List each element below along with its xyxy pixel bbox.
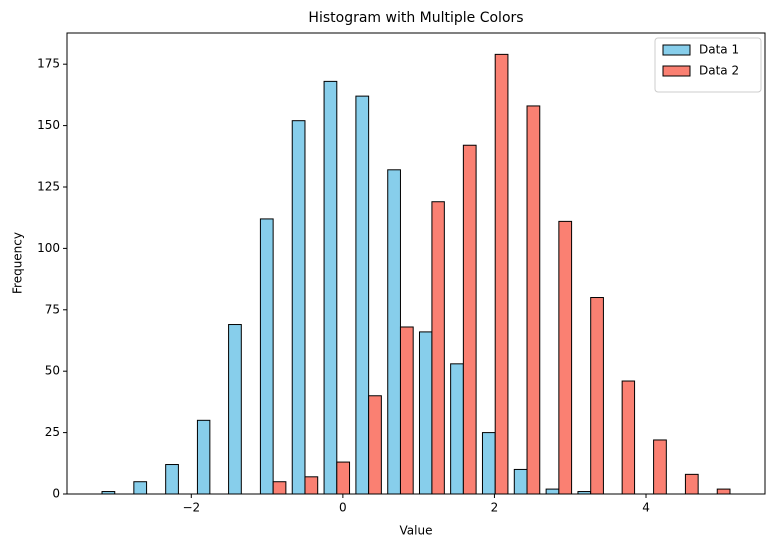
bar [272,481,287,495]
legend-label: Data 1 [699,43,739,57]
y-axis-label: Frequency [11,232,25,294]
y-tick-label: 50 [45,364,60,378]
bar [526,105,541,495]
bar [196,419,211,495]
bar [418,331,433,495]
plot-frame [66,32,766,495]
bar [653,439,667,495]
legend-label: Data 2 [699,64,739,78]
legend-swatch [662,44,691,56]
bar [590,297,604,495]
chart-title: Histogram with Multiple Colors [308,10,523,26]
bar [621,380,636,495]
bar [165,464,179,495]
bar [462,144,477,495]
bar [431,201,445,495]
x-tick-label: 2 [491,501,499,515]
bar [291,120,306,495]
legend-swatch [662,65,691,77]
bar [684,473,699,495]
bar [494,53,509,495]
y-tick-label: 175 [37,57,60,71]
bar [323,80,338,495]
bar [387,169,401,495]
bar [133,481,148,495]
bar [304,476,319,495]
y-tick-label: 75 [45,302,60,316]
x-tick-label: 0 [339,501,347,515]
bar [513,468,528,495]
y-tick-label: 150 [37,118,60,132]
y-tick-label: 100 [37,241,60,255]
bar [399,326,414,495]
bar [336,461,351,495]
x-axis-label: Value [400,524,433,538]
bar [716,488,731,495]
bar [228,324,242,495]
x-tick-label: −2 [182,501,200,515]
x-tick-label: 4 [642,501,650,515]
bar [368,395,382,495]
y-tick-label: 0 [52,487,60,501]
bar [355,95,370,495]
bar [450,363,464,495]
bar [259,218,274,495]
bar [545,488,560,495]
bar [558,220,573,495]
y-tick-label: 25 [45,425,60,439]
bar [481,432,496,495]
y-tick-label: 125 [37,179,60,193]
